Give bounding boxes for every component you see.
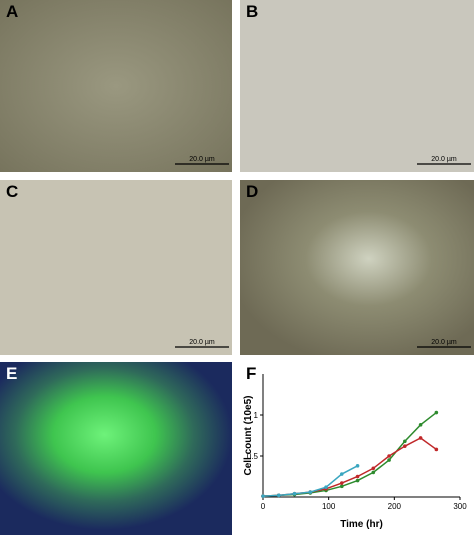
data-point	[340, 472, 344, 476]
data-point	[308, 490, 313, 494]
data-point	[292, 491, 297, 496]
data-point	[371, 466, 376, 471]
panel-label: B	[246, 2, 258, 21]
y-axis-label: Cell count (10e5)	[243, 395, 254, 475]
data-point	[340, 481, 344, 485]
micrograph	[0, 362, 232, 535]
micrograph	[240, 180, 474, 355]
micrograph	[0, 0, 232, 172]
panel-label: A	[6, 2, 18, 21]
panel-label: C	[6, 182, 18, 201]
x-axis-label: Time (hr)	[340, 519, 383, 530]
data-point	[418, 436, 423, 440]
data-point	[434, 410, 439, 415]
scale-bar-label: 20.0 µm	[431, 339, 457, 346]
data-point	[261, 494, 265, 498]
micrograph	[240, 0, 474, 172]
x-tick-label: 300	[453, 502, 467, 511]
data-point	[371, 470, 376, 475]
micrograph	[0, 180, 232, 355]
y-tick-label: 1	[254, 411, 259, 420]
data-point	[355, 474, 360, 479]
data-point	[418, 423, 423, 427]
scale-bar-label: 20.0 µm	[431, 156, 457, 163]
y-tick-label: 0.5	[247, 452, 259, 461]
data-point	[434, 447, 439, 452]
x-tick-label: 100	[322, 502, 336, 511]
data-point	[355, 464, 360, 468]
data-point	[403, 444, 407, 448]
scale-bar-label: 20.0 µm	[189, 339, 215, 346]
x-tick-label: 200	[388, 502, 402, 511]
data-point	[387, 454, 391, 458]
series-line	[262, 437, 437, 497]
scale-bar-label: 20.0 µm	[189, 156, 215, 163]
panel-label: F	[246, 364, 256, 383]
data-point	[340, 484, 344, 489]
panel-label: E	[6, 364, 17, 383]
data-point	[387, 458, 391, 462]
data-point	[324, 485, 328, 489]
x-tick-label: 0	[261, 502, 266, 511]
data-point	[276, 493, 281, 498]
series-line	[262, 411, 437, 497]
data-point	[403, 439, 407, 444]
panel-label: D	[246, 182, 258, 201]
data-point	[355, 478, 360, 483]
